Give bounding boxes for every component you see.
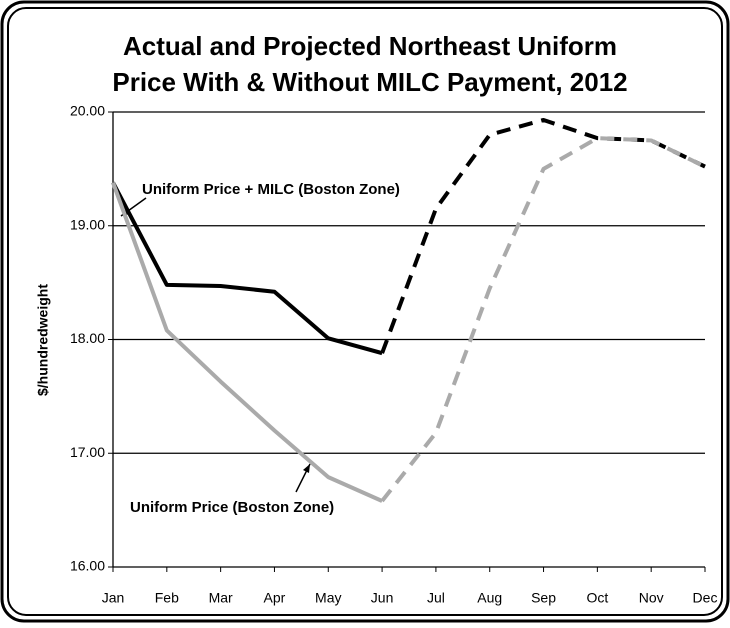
y-tick-label: 17.00 bbox=[70, 444, 105, 460]
series-annotation: Uniform Price (Boston Zone) bbox=[130, 499, 334, 516]
x-tick-label: Jul bbox=[427, 590, 445, 606]
projected-line bbox=[380, 117, 706, 354]
x-tick-label: Dec bbox=[693, 590, 718, 606]
y-tick-label: 20.00 bbox=[70, 103, 105, 119]
x-tick-label: Jan bbox=[102, 590, 125, 606]
inner-frame bbox=[7, 7, 723, 616]
y-axis-label: $/hundredweight bbox=[35, 284, 51, 396]
x-tick-label: May bbox=[315, 590, 341, 606]
y-tick-label: 19.00 bbox=[70, 216, 105, 232]
y-tick-label: 16.00 bbox=[70, 558, 105, 574]
chart-title: Actual and Projected Northeast Uniform bbox=[123, 31, 617, 61]
series-annotation: Uniform Price + MILC (Boston Zone) bbox=[142, 181, 400, 198]
x-tick-label: Nov bbox=[639, 590, 664, 606]
actual-line bbox=[111, 181, 383, 356]
x-tick-label: Apr bbox=[264, 590, 286, 606]
arrowhead bbox=[303, 464, 310, 473]
actual-line bbox=[111, 181, 383, 503]
x-tick-label: Feb bbox=[155, 590, 179, 606]
x-tick-label: Oct bbox=[586, 590, 608, 606]
x-tick-label: Aug bbox=[477, 590, 502, 606]
x-tick-label: Sep bbox=[531, 590, 556, 606]
chart-title: Price With & Without MILC Payment, 2012 bbox=[112, 67, 627, 97]
y-tick-label: 18.00 bbox=[70, 330, 105, 346]
x-tick-label: Mar bbox=[209, 590, 233, 606]
x-tick-label: Jun bbox=[371, 590, 394, 606]
projected-line bbox=[380, 136, 706, 503]
